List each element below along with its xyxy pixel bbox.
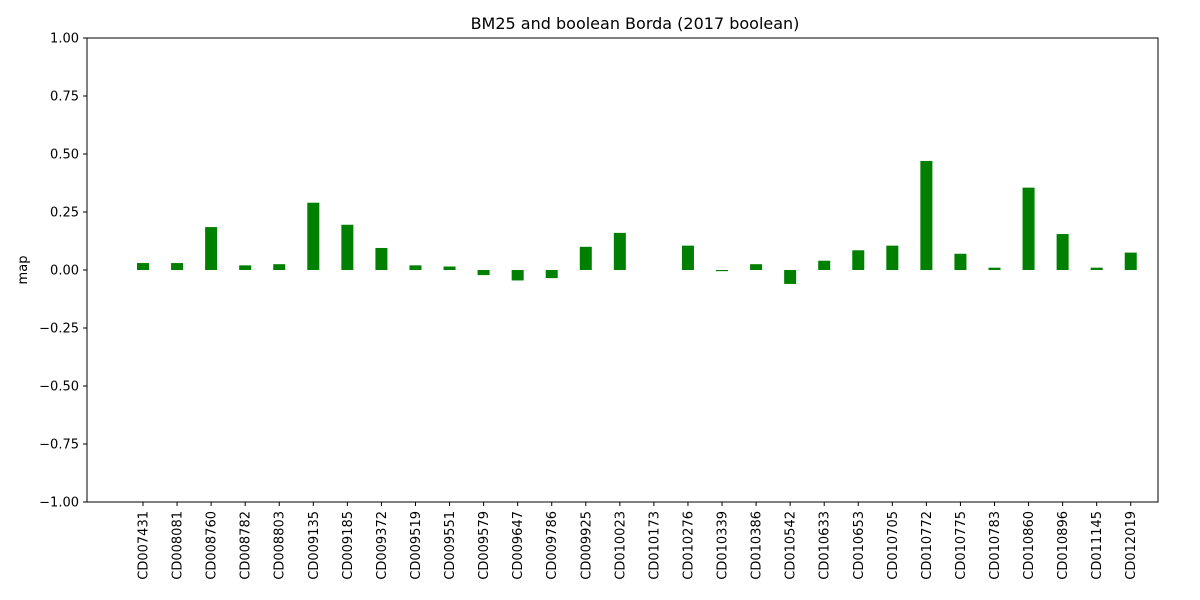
x-tick-label: CD010896	[1056, 511, 1071, 580]
x-tick-label: CD011145	[1090, 511, 1105, 580]
x-tick-label: CD010653	[852, 511, 867, 580]
bar-cd010633	[818, 260, 831, 270]
bar-cd011145	[1090, 267, 1103, 270]
x-tick-label: CD010705	[886, 511, 901, 580]
y-tick-label: 0.50	[50, 148, 79, 163]
x-tick-label: CD010276	[681, 511, 696, 580]
y-tick-label: −0.75	[39, 438, 79, 453]
bar-cd008782	[239, 265, 252, 270]
x-tick-label: CD010386	[750, 511, 765, 580]
bar-cd009135	[307, 202, 320, 270]
y-tick-label: 0.00	[50, 264, 79, 279]
bar-cd009519	[409, 265, 422, 270]
bar-cd010775	[954, 253, 967, 270]
x-tick-label: CD009579	[477, 511, 492, 580]
x-tick-label: CD010772	[920, 511, 935, 580]
x-tick-label: CD008803	[273, 511, 288, 580]
bar-cd010783	[988, 267, 1001, 270]
y-tick-label: 0.75	[50, 90, 79, 105]
x-tick-label: CD009185	[341, 511, 356, 580]
x-tick-label: CD010339	[716, 511, 731, 580]
bar-cd008760	[205, 227, 218, 270]
x-tick-label: CD012019	[1124, 511, 1139, 580]
x-tick-label: CD007431	[137, 511, 152, 580]
chart-title: BM25 and boolean Borda (2017 boolean)	[471, 14, 800, 33]
bar-cd008803	[273, 264, 286, 270]
bar-cd009551	[443, 266, 456, 270]
x-tick-label: CD010783	[988, 511, 1003, 580]
x-tick-label: CD008782	[239, 511, 254, 580]
y-tick-label: −0.50	[39, 380, 79, 395]
x-tick-label: CD010633	[818, 511, 833, 580]
x-tick-label: CD008760	[205, 511, 220, 580]
x-tick-label: CD009925	[579, 511, 594, 580]
x-tick-label: CD010173	[647, 511, 662, 580]
bar-cd007431	[137, 263, 149, 270]
x-tick-label: CD009551	[443, 511, 458, 580]
bar-cd009786	[545, 270, 558, 279]
bar-cd009579	[477, 270, 490, 276]
x-axis: CD007431 CD008081 CD008760 CD008782 CD008803…	[137, 502, 1139, 580]
x-tick-label: CD010542	[784, 511, 799, 580]
bar-cd010772	[920, 160, 933, 270]
y-axis: −1.00 −0.75 −0.50 −0.25 0.00 0.25 0.50 0.75 1.00	[39, 32, 87, 511]
bar-cd010276	[681, 245, 694, 270]
bar-cd008081	[171, 263, 184, 270]
x-tick-label: CD008081	[171, 511, 186, 580]
x-tick-label: CD009519	[409, 511, 424, 580]
bar-cd010386	[750, 264, 763, 270]
bar-cd010653	[852, 250, 865, 270]
bar-cd010339	[716, 270, 729, 272]
y-axis-label: map	[16, 256, 31, 285]
bar-cd010896	[1056, 234, 1069, 270]
y-tick-label: 0.25	[50, 206, 79, 221]
y-tick-label: 1.00	[50, 32, 79, 47]
x-tick-label: CD009135	[307, 511, 322, 580]
bar-cd010705	[886, 245, 899, 270]
bar-cd010023	[613, 232, 626, 270]
bar-cd009372	[375, 247, 388, 270]
bar-cd010542	[784, 270, 797, 284]
bar-cd009185	[341, 224, 354, 270]
plot-frame	[86, 37, 1159, 503]
x-tick-label: CD010860	[1022, 511, 1037, 580]
y-tick-label: −0.25	[39, 322, 79, 337]
x-tick-label: CD009372	[375, 511, 390, 580]
bar-cd009925	[579, 246, 592, 270]
bar-cd010860	[1022, 187, 1035, 270]
x-tick-label: CD009647	[511, 511, 526, 580]
bars-layer	[137, 160, 1137, 284]
x-tick-label: CD010775	[954, 511, 969, 580]
bar-cd012019	[1124, 252, 1137, 270]
x-tick-label: CD010023	[613, 511, 628, 580]
y-tick-label: −1.00	[39, 496, 79, 511]
bar-cd009647	[511, 270, 524, 281]
x-tick-label: CD009786	[545, 511, 560, 580]
